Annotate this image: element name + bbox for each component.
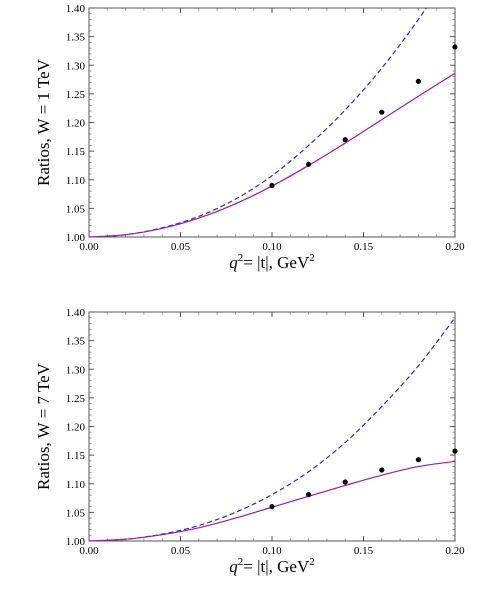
- x-axis-label-unit-sup: 2: [309, 252, 315, 264]
- data-point: [415, 78, 421, 84]
- y-tick-label: 1.00: [66, 536, 86, 548]
- plot-frame: [88, 7, 456, 238]
- y-tick-label: 1.05: [66, 203, 86, 215]
- data-point: [452, 44, 458, 50]
- x-tick-label: 0.05: [171, 545, 191, 557]
- y-tick-label: 1.15: [66, 146, 86, 158]
- y-tick-label: 1.10: [66, 175, 86, 187]
- x-tick-label: 0.15: [354, 241, 374, 253]
- y-tick-label: 1.05: [66, 507, 86, 519]
- series-line-dashed: [89, 317, 455, 541]
- y-tick-label: 1.30: [66, 364, 86, 376]
- x-tick-label: 0.00: [79, 241, 99, 253]
- y-tick-label: 1.20: [66, 118, 86, 130]
- y-tick-label: 1.15: [66, 450, 86, 462]
- x-axis-label-var: q: [229, 557, 238, 576]
- x-tick-label: 0.20: [445, 545, 465, 557]
- y-tick-label: 1.35: [66, 32, 86, 44]
- series-line-solid: [89, 460, 455, 541]
- x-axis-label-unit-sup: 2: [309, 556, 315, 568]
- y-tick-label: 1.30: [66, 60, 86, 72]
- x-tick-label: 0.20: [445, 241, 465, 253]
- y-tick-label: 1.20: [66, 422, 86, 434]
- series-line-dashed: [89, 8, 428, 237]
- x-axis-label-rest: = |t|, GeV: [243, 557, 310, 576]
- chart-w1tev: 0.00 0.05 0.10 0.15 0.20 1.00 1.05 1.10 1.15 1.20…: [34, 3, 465, 272]
- data-point: [452, 448, 458, 454]
- data-point: [306, 161, 312, 167]
- chart-w7tev: 0.00 0.05 0.10 0.15 0.20 1.00 1.05 1.10 1.15 1.20…: [34, 307, 465, 576]
- y-tick-label: 1.00: [66, 232, 86, 244]
- y-axis-label: Ratios, W = 7 TeV: [34, 362, 53, 490]
- x-axis-label-sup: 2: [238, 556, 244, 568]
- series-line-solid: [89, 72, 455, 237]
- x-axis-label-rest: = |t|, GeV: [243, 253, 310, 272]
- y-tick-label: 1.40: [66, 307, 86, 319]
- x-axis-label-sup: 2: [238, 252, 244, 264]
- x-tick-label: 0.00: [79, 545, 99, 557]
- y-tick-label: 1.10: [66, 479, 86, 491]
- data-point: [379, 467, 385, 473]
- y-tick-label: 1.25: [66, 393, 86, 405]
- y-tick-label: 1.40: [66, 3, 86, 15]
- x-tick-label: 0.05: [171, 241, 191, 253]
- x-axis-label-var: q: [229, 253, 238, 272]
- data-point: [269, 182, 275, 189]
- y-axis-label: Ratios, W = 1 TeV: [34, 58, 53, 186]
- data-point: [379, 109, 385, 115]
- x-tick-label: 0.10: [262, 241, 282, 253]
- x-axis-label: q2= |t|, GeV2: [229, 252, 314, 272]
- data-point: [269, 504, 275, 510]
- x-tick-label: 0.15: [354, 545, 374, 557]
- data-point: [342, 479, 348, 485]
- y-tick-label: 1.35: [66, 336, 86, 348]
- data-point: [306, 492, 312, 498]
- data-point: [342, 137, 348, 143]
- y-tick-label: 1.25: [66, 89, 86, 101]
- data-point: [415, 457, 421, 463]
- x-tick-label: 0.10: [262, 545, 282, 557]
- x-axis-label: q2= |t|, GeV2: [229, 556, 314, 576]
